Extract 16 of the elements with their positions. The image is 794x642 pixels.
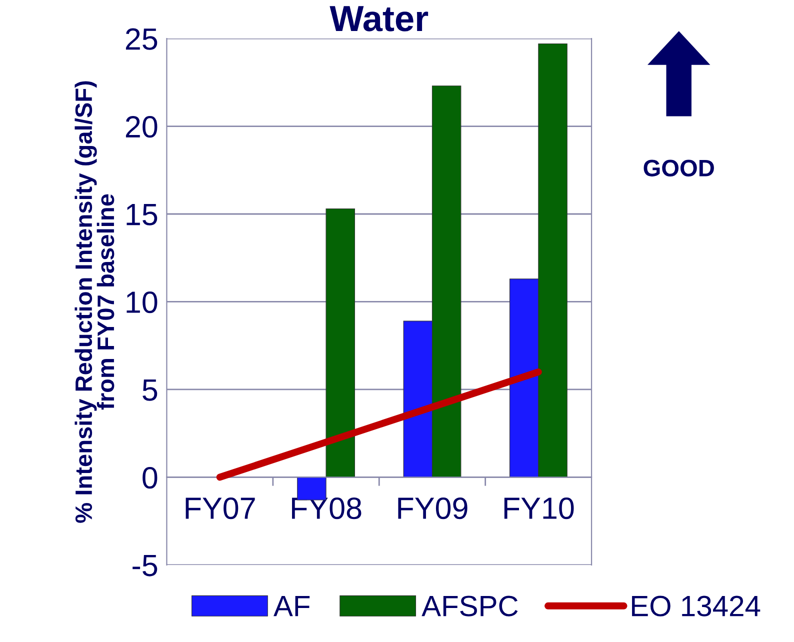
y-tick-label: 25 — [126, 28, 158, 50]
chart-title: Water — [330, 6, 428, 32]
y-tick-label: -5 — [132, 555, 158, 576]
y-axis-title: % Intensity Reduction Intensity (gal/SF) from FY07 baseline — [74, 81, 114, 523]
y-tick-label: 15 — [126, 204, 158, 226]
legend-label: EO 13424 — [632, 596, 760, 616]
x-tick-label: FY07 — [186, 497, 255, 520]
text: GOOD — [644, 160, 714, 176]
y-tick-label: 10 — [126, 291, 158, 314]
x-tick-label: FY09 — [398, 497, 468, 520]
legend-label: AF — [274, 596, 310, 616]
y-tick-label: 5 — [142, 380, 158, 401]
y-tick-label: 0 — [142, 466, 158, 489]
y-tick-label: 20 — [126, 116, 158, 138]
x-tick-label: FY10 — [504, 497, 574, 520]
legend-label: AFSPC — [422, 596, 518, 616]
